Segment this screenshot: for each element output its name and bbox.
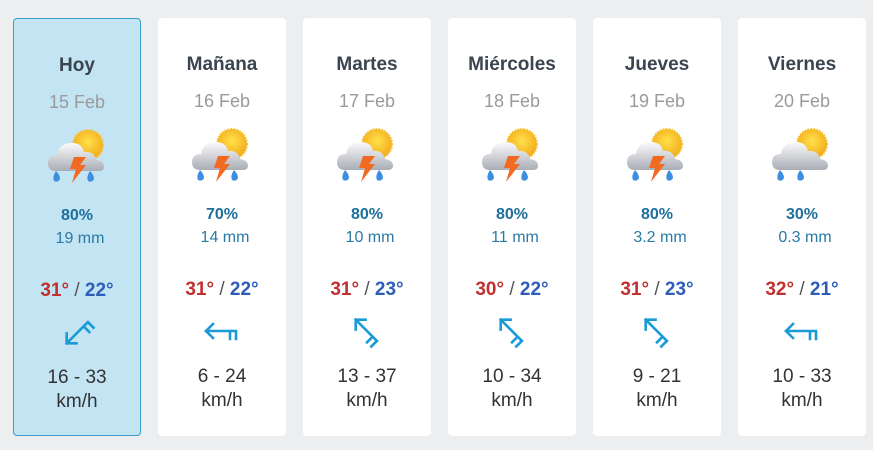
temperature: 30° / 22° [448,279,576,301]
temperature: 32° / 21° [738,279,866,301]
temperature: 31° / 22° [14,280,140,302]
day-card-4[interactable]: Jueves 19 Feb 80% 3.2 mm 31° / 23° 9 - 2… [593,18,721,436]
day-card-3[interactable]: Miércoles 18 Feb 80% 11 mm 30° / 22° 10 … [448,18,576,436]
temp-separator: / [654,279,660,300]
precip-amount: 14 mm [200,229,250,246]
temp-separator: / [799,279,805,300]
day-name: Miércoles [468,54,556,75]
storm-sun-icon [48,129,104,183]
high-temp: 30° [475,279,505,300]
low-temp: 22° [84,280,114,301]
day-card-2[interactable]: Martes 17 Feb 80% 10 mm 31° / 23° 13 - 3… [303,18,431,436]
day-card-1[interactable]: Mañana 16 Feb 70% 14 mm 31° / 22° 6 - 24… [158,18,286,436]
wind-speed: 10 - 33 [772,366,832,387]
day-date: 19 Feb [628,91,686,111]
day-card-0[interactable]: Hoy 15 Feb 80% 19 mm 31° / 22° 16 - 33 km… [13,18,141,436]
day-date: 18 Feb [483,91,541,111]
wind-speed: 9 - 21 [632,366,682,387]
wind-arrow-icon [498,317,524,349]
day-date: 15 Feb [48,92,106,112]
precip-chance: 70% [205,206,239,223]
precip-chance: 80% [350,206,384,223]
precip-amount: 19 mm [55,230,105,247]
day-name: Martes [336,54,398,75]
rain-sun-icon [772,128,828,181]
precip-chance: 80% [640,206,674,223]
wind-speed: 6 - 24 [197,366,247,387]
wind-unit: km/h [781,390,823,411]
precip-amount: 3.2 mm [633,229,687,246]
precip-amount: 10 mm [345,229,395,246]
wind-unit: km/h [201,390,243,411]
wind-speed: 13 - 37 [337,366,397,387]
day-date: 20 Feb [773,91,831,111]
wind-unit: km/h [56,391,98,412]
temperature: 31° / 23° [303,279,431,301]
day-card-5[interactable]: Viernes 20 Feb 30% 0.3 mm 32° / 21° 10 -… [738,18,866,436]
temp-separator: / [364,279,370,300]
precip-chance: 80% [60,207,94,224]
temperature: 31° / 22° [158,279,286,301]
day-name: Jueves [624,54,690,75]
storm-sun-icon [627,128,683,182]
precip-chance: 80% [495,206,529,223]
low-temp: 22° [519,279,549,300]
high-temp: 31° [40,280,70,301]
low-temp: 21° [809,279,839,300]
day-name: Mañana [186,54,258,75]
wind-unit: km/h [346,390,388,411]
wind-speed: 16 - 33 [47,367,107,388]
wind-arrow-icon [353,317,379,349]
wind-unit: km/h [636,390,678,411]
forecast-row: Hoy 15 Feb 80% 19 mm 31° / 22° 16 - 33 km… [13,18,866,436]
day-name: Hoy [59,55,95,76]
low-temp: 23° [664,279,694,300]
low-temp: 23° [374,279,404,300]
high-temp: 31° [330,279,360,300]
storm-sun-icon [482,128,538,182]
wind-arrow-icon [643,317,669,349]
wind-arrow-icon [204,322,238,341]
temp-separator: / [219,279,225,300]
day-date: 17 Feb [338,91,396,111]
precip-amount: 11 mm [491,229,539,246]
high-temp: 31° [620,279,650,300]
high-temp: 31° [185,279,215,300]
temp-separator: / [74,280,80,301]
temperature: 31° / 23° [593,279,721,301]
storm-sun-icon [337,128,393,182]
high-temp: 32° [765,279,795,300]
temp-separator: / [509,279,515,300]
day-date: 16 Feb [193,91,251,111]
wind-arrow-icon [64,320,96,346]
precip-chance: 30% [785,206,819,223]
day-name: Viernes [767,54,837,75]
wind-arrow-icon [784,322,818,341]
precip-amount: 0.3 mm [778,229,832,246]
storm-sun-icon [192,128,248,182]
low-temp: 22° [229,279,259,300]
wind-unit: km/h [491,390,533,411]
wind-speed: 10 - 34 [482,366,542,387]
